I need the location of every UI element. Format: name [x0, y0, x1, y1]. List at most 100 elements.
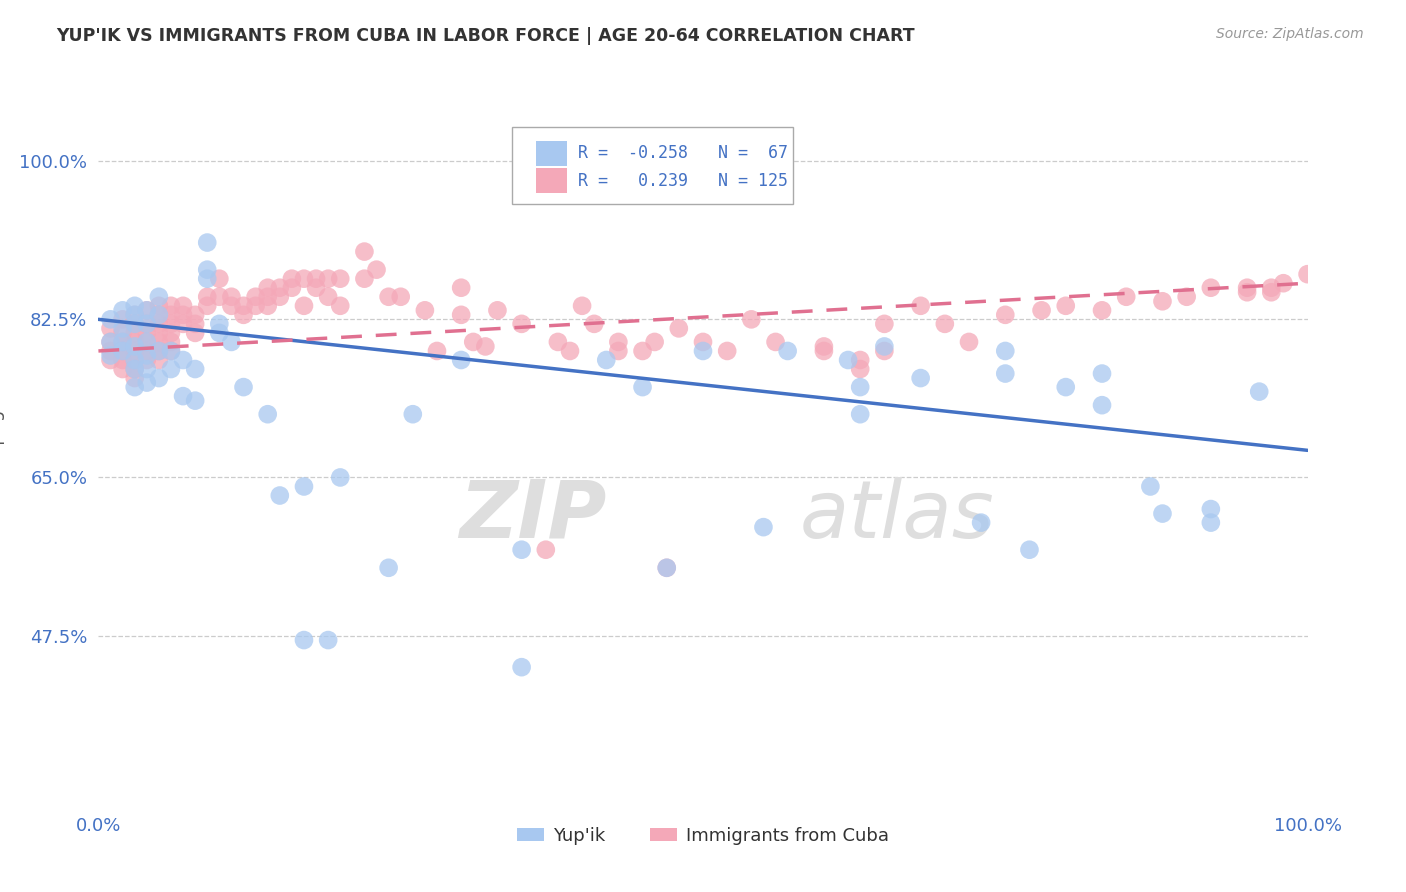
Point [1152, 294, 1174, 309]
Point [837, 353, 859, 368]
Point [221, 299, 243, 313]
Point [1199, 502, 1222, 516]
Point [184, 326, 207, 340]
Point [486, 303, 509, 318]
Point [957, 334, 980, 349]
Point [813, 343, 835, 358]
Y-axis label: In Labor Force | Age 20-64: In Labor Force | Age 20-64 [0, 340, 6, 579]
Point [148, 290, 170, 304]
Point [100, 349, 122, 363]
Point [1249, 384, 1271, 399]
Point [148, 353, 170, 368]
Point [135, 303, 157, 318]
Point [256, 281, 278, 295]
Point [124, 380, 146, 394]
Point [1054, 299, 1077, 313]
Point [245, 299, 267, 313]
Point [269, 281, 291, 295]
Point [813, 339, 835, 353]
Point [571, 299, 593, 313]
Point [135, 353, 157, 368]
Point [256, 299, 278, 313]
Point [316, 271, 339, 285]
Point [160, 362, 183, 376]
Point [1054, 380, 1077, 394]
Point [232, 299, 254, 313]
Point [100, 343, 122, 358]
Point [135, 376, 157, 390]
Point [124, 308, 146, 322]
Point [305, 281, 328, 295]
Point [353, 244, 375, 259]
Point [1115, 290, 1137, 304]
Point [1236, 285, 1258, 300]
Point [329, 271, 352, 285]
Point [124, 334, 146, 349]
Point [450, 308, 472, 322]
Point [1296, 267, 1319, 281]
Point [558, 343, 581, 358]
Point [135, 334, 157, 349]
Point [124, 353, 146, 368]
Point [377, 561, 399, 575]
Point [160, 308, 183, 322]
Point [305, 271, 328, 285]
Point [160, 343, 183, 358]
Point [135, 303, 157, 318]
Point [292, 299, 315, 313]
Point [148, 299, 170, 313]
Point [124, 362, 146, 376]
Point [849, 380, 872, 394]
Point [631, 343, 654, 358]
Point [100, 312, 122, 326]
Point [1152, 507, 1174, 521]
Point [148, 317, 170, 331]
Point [124, 308, 146, 322]
Point [124, 353, 146, 368]
Point [256, 407, 278, 421]
Point [402, 407, 425, 421]
Point [135, 362, 157, 376]
Point [208, 290, 231, 304]
Point [583, 317, 606, 331]
Point [195, 235, 218, 250]
Point [111, 353, 134, 368]
Point [148, 334, 170, 349]
Point [716, 343, 738, 358]
Point [377, 290, 399, 304]
Point [1139, 479, 1161, 493]
Point [1175, 290, 1198, 304]
Point [124, 339, 146, 353]
Point [148, 371, 170, 385]
Point [292, 479, 315, 493]
Point [1260, 285, 1282, 300]
Point [1199, 516, 1222, 530]
Text: Source: ZipAtlas.com: Source: ZipAtlas.com [1216, 27, 1364, 41]
Point [160, 343, 183, 358]
Point [655, 561, 678, 575]
Text: atlas: atlas [800, 476, 994, 555]
Point [692, 343, 714, 358]
Point [124, 317, 146, 331]
Point [269, 290, 291, 304]
Point [849, 353, 872, 368]
Point [124, 299, 146, 313]
Point [607, 334, 630, 349]
Point [111, 343, 134, 358]
Point [135, 334, 157, 349]
Point [765, 334, 787, 349]
Point [353, 271, 375, 285]
Point [184, 317, 207, 331]
Point [208, 271, 231, 285]
Point [1199, 281, 1222, 295]
Point [100, 353, 122, 368]
Point [148, 343, 170, 358]
Point [172, 308, 194, 322]
Text: R =  -0.258   N =  67: R = -0.258 N = 67 [578, 145, 787, 162]
Point [752, 520, 775, 534]
Point [232, 308, 254, 322]
Point [366, 262, 388, 277]
Point [184, 393, 207, 408]
Point [160, 334, 183, 349]
Point [281, 281, 304, 295]
